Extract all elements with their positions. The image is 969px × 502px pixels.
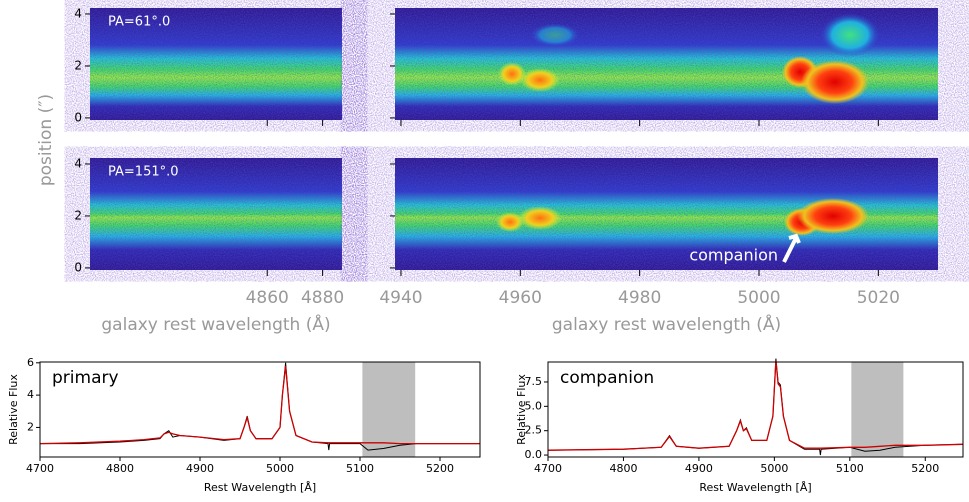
y-tick-label: 0 bbox=[74, 110, 82, 124]
panel-label: primary bbox=[52, 368, 119, 388]
x-tick-label: 5100 bbox=[346, 462, 374, 475]
y-tick-label: 2 bbox=[27, 420, 34, 433]
shaded-span bbox=[362, 362, 416, 457]
shaded-span bbox=[851, 362, 904, 457]
emission bbox=[498, 62, 526, 86]
x-tick-label: 4700 bbox=[534, 462, 562, 475]
y-tick-label: 2 bbox=[74, 58, 82, 72]
emission bbox=[797, 198, 869, 234]
x-tick-label: 5200 bbox=[426, 462, 454, 475]
y-axis-label: position (″) bbox=[36, 94, 56, 186]
x-tick-label: 4800 bbox=[106, 462, 134, 475]
x-tick-label: 4960 bbox=[499, 288, 542, 308]
axes-frame bbox=[547, 361, 964, 458]
x-tick-label: 4900 bbox=[186, 462, 214, 475]
image-noise bbox=[90, 8, 342, 120]
x-tick-label: 5000 bbox=[737, 288, 780, 308]
axes-frame bbox=[39, 361, 481, 458]
x-tick-label: 5100 bbox=[836, 462, 864, 475]
y-tick-label: 0.0 bbox=[525, 448, 543, 461]
arrow bbox=[782, 233, 801, 263]
x-axis-label: Rest Wavelength [Å] bbox=[699, 481, 811, 494]
y-tick-label: 2.5 bbox=[525, 424, 543, 437]
spectrum-line bbox=[39, 365, 480, 445]
emission bbox=[801, 60, 869, 104]
y-axis-label: Relative Flux bbox=[515, 374, 528, 445]
row-label: PA=151°.0 bbox=[108, 165, 179, 180]
x-tick-label: 5000 bbox=[266, 462, 294, 475]
y-tick-label: 4 bbox=[27, 388, 34, 401]
x-tick-label: 4880 bbox=[301, 288, 344, 308]
x-tick-label: 5020 bbox=[857, 288, 900, 308]
y-tick-label: 5.0 bbox=[525, 399, 543, 412]
emission bbox=[530, 23, 580, 47]
x-axis-label: galaxy rest wavelength (Å) bbox=[552, 313, 781, 335]
emission bbox=[820, 13, 880, 57]
x-tick-label: 5000 bbox=[760, 462, 788, 475]
row-label: PA=61°.0 bbox=[108, 15, 170, 30]
y-tick-label: 6 bbox=[27, 356, 34, 369]
y-axis-label: Relative Flux bbox=[7, 374, 20, 445]
y-tick-label: 0 bbox=[74, 260, 82, 274]
emission bbox=[518, 206, 562, 230]
x-axis-label: Rest Wavelength [Å] bbox=[204, 481, 316, 494]
x-axis-label: galaxy rest wavelength (Å) bbox=[101, 313, 330, 335]
x-tick-label: 4900 bbox=[685, 462, 713, 475]
x-tick-label: 4940 bbox=[379, 288, 422, 308]
x-tick-label: 5200 bbox=[911, 462, 939, 475]
y-tick-label: 2 bbox=[74, 208, 82, 222]
spectrum-line bbox=[547, 360, 964, 451]
x-tick-label: 4700 bbox=[26, 462, 54, 475]
emission bbox=[520, 68, 560, 92]
x-tick-label: 4800 bbox=[609, 462, 637, 475]
spectral-images bbox=[90, 8, 938, 270]
emission bbox=[496, 212, 524, 232]
image-noise bbox=[90, 158, 342, 270]
y-tick-label: 4 bbox=[74, 156, 82, 170]
x-tick-label: 4860 bbox=[246, 288, 289, 308]
x-tick-label: 4980 bbox=[618, 288, 661, 308]
y-tick-label: 4 bbox=[74, 6, 82, 20]
panel-label: companion bbox=[560, 368, 654, 388]
y-tick-label: 7.5 bbox=[525, 375, 543, 388]
annotation: companion bbox=[689, 246, 778, 265]
